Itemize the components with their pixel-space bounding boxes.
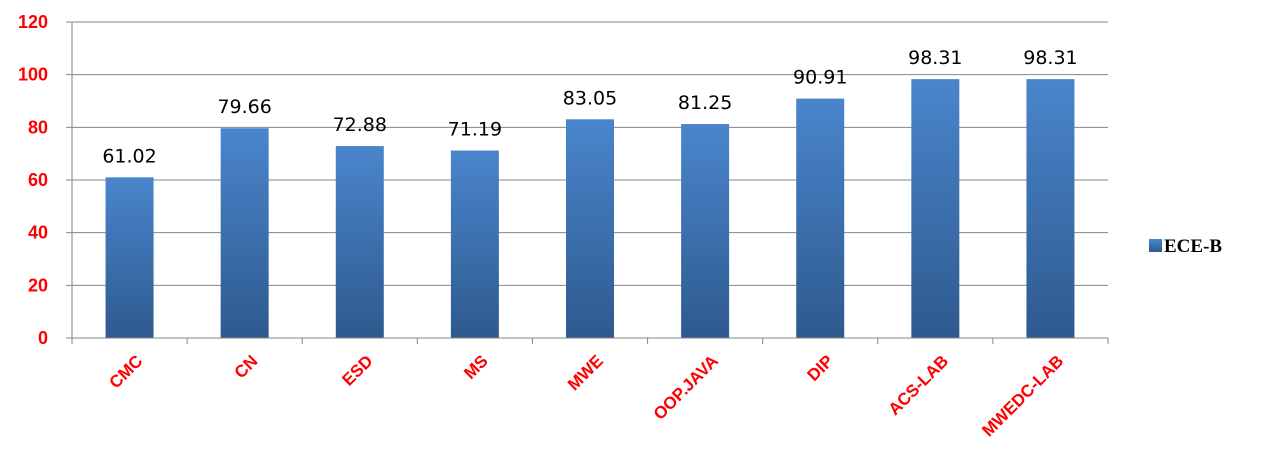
bar-esd — [335, 146, 384, 338]
y-tick-label: 80 — [28, 117, 48, 137]
axes — [71, 22, 1108, 339]
bars — [105, 79, 1075, 339]
legend-label-ece-b: ECE-B — [1164, 236, 1222, 257]
data-label: 71.19 — [448, 119, 502, 141]
x-tick-label: MS — [460, 351, 491, 382]
y-tick-label: 20 — [28, 275, 48, 295]
x-tick-label: MWEDC-LAB — [978, 351, 1067, 440]
y-tick-label: 40 — [28, 223, 48, 243]
y-tick-label: 0 — [38, 328, 48, 348]
data-label: 98.31 — [908, 47, 962, 69]
bar-ms — [450, 150, 499, 338]
bar-mwedc-lab — [1026, 79, 1075, 338]
x-axis-ticks: CMC CN ESD MS MWE OOP.JAVA DIP ACS-LAB MWEDC-LAB — [71, 338, 1109, 440]
bar-acs-lab — [911, 79, 960, 338]
legend-swatch-ece-b — [1149, 239, 1162, 252]
x-tick-label: DIP — [804, 351, 837, 384]
y-tick-label: 100 — [18, 65, 48, 85]
y-axis-ticks: 0 20 40 60 80 100 120 — [18, 12, 72, 348]
bar-cmc — [105, 177, 154, 338]
data-label: 72.88 — [333, 114, 387, 136]
bar-cn — [220, 128, 269, 338]
x-tick-label: ACS-LAB — [885, 351, 953, 419]
data-label: 61.02 — [102, 145, 156, 167]
data-label: 83.05 — [563, 87, 617, 109]
x-tick-label: MWE — [564, 351, 607, 394]
x-tick-label: ESD — [338, 351, 376, 389]
data-label: 98.31 — [1023, 47, 1077, 69]
bar-dip — [796, 98, 845, 338]
legend: ECE-B — [1149, 236, 1222, 257]
data-labels: 61.02 79.66 72.88 71.19 83.05 81.25 90.91 98.31… — [102, 47, 1077, 167]
y-tick-label: 120 — [18, 12, 48, 32]
data-label: 79.66 — [217, 96, 271, 118]
bar-mwe — [566, 119, 614, 338]
bar-oop-java — [681, 124, 730, 339]
x-tick-label: CMC — [106, 351, 147, 392]
data-label: 90.91 — [793, 67, 847, 89]
y-tick-label: 60 — [28, 170, 48, 190]
x-tick-label: CN — [231, 351, 262, 382]
x-tick-label: OOP.JAVA — [650, 351, 722, 423]
data-label: 81.25 — [678, 92, 732, 114]
